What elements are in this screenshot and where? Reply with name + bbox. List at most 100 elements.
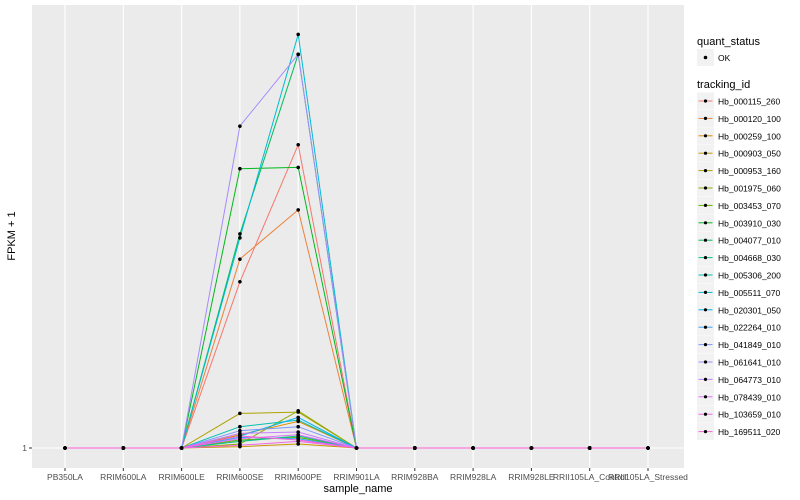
x-axis-ticks: PB350LA RRIM600LA RRIM600LE RRIM600SE RRIM60…: [47, 468, 688, 482]
data-point: [296, 415, 301, 420]
x-tick-label: RRIM901LA: [333, 472, 380, 482]
legend-label: Hb_169511_020: [718, 427, 781, 437]
legend-label: Hb_004077_010: [718, 236, 781, 246]
legend-tracking-id-items: Hb_000115_260 Hb_000120_100 Hb_000259_100 H…: [697, 92, 781, 441]
legend-key-point: [703, 430, 708, 434]
data-point: [238, 166, 242, 171]
legend-title-tracking-id: tracking_id: [697, 79, 750, 91]
data-point: [63, 446, 67, 450]
data-point: [296, 424, 301, 429]
data-point: [296, 430, 301, 434]
data-point: [529, 446, 534, 450]
legend-label: Hb_064773_010: [718, 375, 781, 385]
data-point: [238, 236, 242, 240]
x-tick-label: RRIM600SE: [216, 472, 264, 482]
legend-key-point: [703, 151, 708, 155]
x-tick-label: RRIM600LA: [100, 472, 147, 482]
data-point: [238, 424, 242, 429]
legend-key-point: [703, 290, 708, 294]
legend-label: Hb_005306_200: [718, 271, 781, 281]
data-point: [471, 446, 475, 450]
data-point: [238, 431, 242, 436]
x-axis-label: sample_name: [323, 483, 392, 495]
legend-key-point: [703, 308, 708, 312]
legend-label: Hb_103659_010: [718, 410, 781, 420]
data-point: [296, 408, 301, 413]
legend-key-point: [703, 325, 708, 329]
legend-label: Hb_061641_010: [718, 358, 781, 368]
x-tick-label: RRIM928BA: [391, 472, 439, 482]
data-point: [296, 438, 301, 442]
legend-label: Hb_000259_100: [718, 131, 781, 141]
data-point: [296, 418, 301, 422]
legend-key-point: [703, 134, 708, 138]
legend-key-point: [703, 273, 708, 277]
y-axis-ticks: 1: [22, 443, 32, 453]
legend-label: Hb_003910_030: [718, 218, 781, 228]
legend-label: OK: [718, 53, 731, 63]
data-point: [296, 432, 301, 437]
plot-panel: [32, 5, 684, 468]
legend-label: Hb_022264_010: [718, 323, 781, 333]
x-tick-label: RRII105LA_Control: [553, 472, 627, 482]
legend-key-point: [703, 238, 708, 242]
data-point: [238, 279, 242, 284]
legend-label: Hb_000115_260: [718, 97, 781, 107]
data-point: [296, 165, 301, 170]
legend-key-point: [703, 203, 708, 207]
y-tick-label: 1: [22, 443, 27, 453]
x-tick-label: RRIM600LE: [158, 472, 205, 482]
data-point: [354, 446, 359, 450]
y-axis-label: FPKM + 1: [6, 211, 18, 260]
legend-key-point: [703, 343, 708, 347]
data-points: [63, 32, 650, 450]
data-point: [296, 442, 301, 446]
data-point: [296, 52, 301, 57]
x-tick-label: RRIM928LE: [508, 472, 555, 482]
legend-label: Hb_004668_030: [718, 253, 781, 263]
legend-key-point: [703, 221, 708, 225]
legend-key-point: [703, 377, 708, 381]
legend-label: Hb_000953_160: [718, 166, 781, 176]
data-point: [238, 428, 242, 433]
x-tick-label: RRIM600PE: [275, 472, 323, 482]
legend-key-point: [703, 55, 708, 60]
data-point: [121, 446, 126, 450]
legend-title-quant-status: quant_status: [697, 36, 760, 48]
data-point: [646, 446, 650, 450]
legend-key-point: [703, 186, 708, 190]
legend-label: Hb_041849_010: [718, 340, 781, 350]
legend-label: Hb_001975_060: [718, 184, 781, 194]
data-point: [413, 446, 417, 450]
data-point: [238, 443, 242, 448]
data-point: [296, 142, 301, 147]
data-point: [587, 446, 592, 450]
legend-label: Hb_003453_070: [718, 201, 781, 211]
legend-key-point: [703, 256, 708, 260]
x-tick-label: RRIM928LA: [450, 472, 497, 482]
data-point: [238, 434, 242, 438]
data-point: [238, 232, 242, 236]
data-point: [238, 411, 242, 416]
legend-label: Hb_005511_070: [718, 288, 781, 298]
data-point: [238, 436, 242, 441]
data-point: [238, 257, 242, 261]
x-tick-label: RRII105LA_Stressed: [608, 472, 688, 482]
legend-key-point: [703, 169, 708, 173]
legend-key-point: [703, 412, 708, 416]
legend-key-point: [703, 99, 708, 103]
data-point: [238, 439, 242, 444]
data-point: [238, 124, 242, 128]
data-point: [296, 208, 301, 212]
legend-key-point: [703, 360, 708, 364]
legend-key-point: [703, 395, 708, 399]
legend-label: Hb_078439_010: [718, 392, 781, 402]
x-tick-label: PB350LA: [47, 472, 83, 482]
legend-quant-status-items: OK: [697, 49, 731, 66]
legend-label: Hb_000120_100: [718, 114, 781, 124]
data-point: [296, 32, 301, 37]
legend: quant_status OK tracking_id Hb_000115_26…: [697, 36, 781, 441]
legend-key-point: [703, 116, 708, 120]
legend-label: Hb_020301_050: [718, 305, 781, 315]
legend-label: Hb_000903_050: [718, 149, 781, 159]
